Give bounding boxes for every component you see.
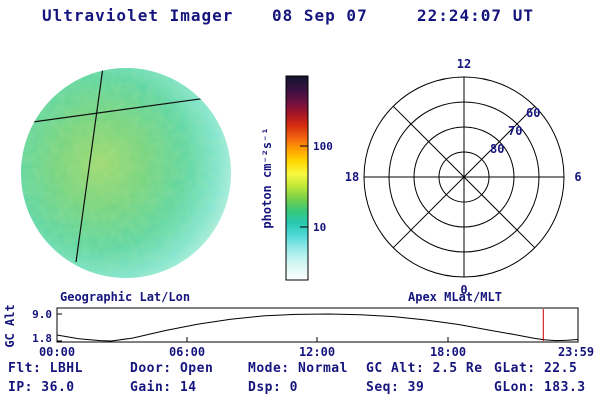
colorbar-tick-label-bottom: 10 <box>313 221 326 234</box>
app-title: Ultraviolet Imager <box>42 6 233 25</box>
polar-caption: Apex MLat/MLT <box>408 290 502 304</box>
xtick-label-0600: 06:00 <box>169 345 205 359</box>
status-flt: Flt: LBHL <box>8 361 83 376</box>
polar-label-18: 18 <box>345 170 359 184</box>
polar-ring-label-80: 80 <box>490 142 504 156</box>
timeline-ylabel: GC Alt <box>3 304 17 347</box>
polar-label-6: 6 <box>574 170 581 184</box>
colorbar <box>285 75 309 281</box>
xtick-label-1200: 12:00 <box>299 345 335 359</box>
xtick-label-0000: 00:00 <box>39 345 75 359</box>
latlon-gridline-horizontal <box>21 93 231 125</box>
polar-ring-label-60: 60 <box>526 106 540 120</box>
colorbar-label: photon cm⁻²s⁻¹ <box>260 127 274 228</box>
colorbar-group: 100 10 photon cm⁻²s⁻¹ <box>260 75 333 281</box>
colorbar-tick-label-top: 100 <box>313 140 333 153</box>
ytick-label-bottom: 1.8 <box>32 332 52 345</box>
status-ip: IP: 36.0 <box>8 380 75 395</box>
polar-label-0: 0 <box>460 283 467 297</box>
xtick-label-1800: 18:00 <box>430 345 466 359</box>
polar-ring-label-70: 70 <box>508 124 522 138</box>
status-mode: Mode: Normal <box>248 361 348 376</box>
uv-disk-fine-noise <box>21 68 231 278</box>
status-dsp: Dsp: 0 <box>248 380 298 395</box>
status-glon: GLon: 183.3 <box>494 380 586 395</box>
status-door: Door: Open <box>130 361 213 376</box>
ytick-label-top: 9.0 <box>32 308 52 321</box>
polar-plot-group: 12 18 6 0 60 70 80 <box>345 57 582 297</box>
status-gcalt: GC Alt: 2.5 Re <box>366 361 483 376</box>
xtick-label-2359: 23:59 <box>558 345 594 359</box>
header-date: 08 Sep 07 <box>272 6 368 25</box>
status-rows: Flt: LBHL Door: Open Mode: Normal GC Alt… <box>8 361 586 395</box>
status-seq: Seq: 39 <box>366 380 424 395</box>
timeline-group: 9.0 1.8 GC Alt 00:00 06:00 12:00 18:00 2… <box>3 304 594 359</box>
uv-disk-group <box>21 68 231 278</box>
timeline-frame <box>56 307 579 343</box>
gc-alt-curve <box>56 313 578 342</box>
status-glat: GLat: 22.5 <box>494 361 577 376</box>
polar-label-12: 12 <box>457 57 471 71</box>
polar-spoke-diag2 <box>392 105 536 249</box>
status-gain: Gain: 14 <box>130 380 197 395</box>
latlon-gridline-vertical <box>75 68 105 263</box>
header-time: 22:24:07 UT <box>417 6 534 25</box>
uv-image-caption: Geographic Lat/Lon <box>60 290 190 304</box>
